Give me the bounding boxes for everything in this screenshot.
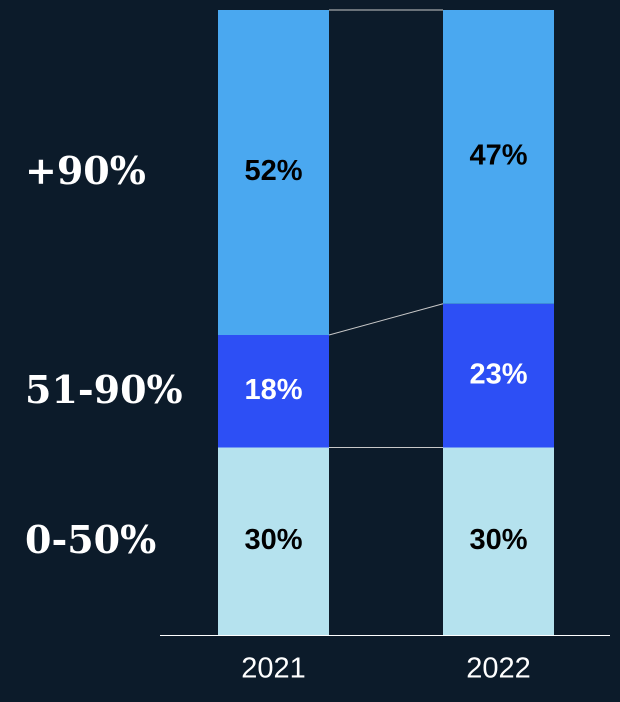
bar-segment [443, 10, 554, 304]
x-tick-label: 2021 [241, 653, 306, 685]
bar-segment [218, 335, 329, 448]
series-label: +90% [25, 148, 146, 193]
connector [328, 303, 444, 336]
bar-segment [218, 10, 329, 335]
value-label: 30% [469, 524, 527, 556]
bar-segment [218, 447, 329, 635]
value-label: 30% [244, 524, 302, 556]
value-label: 52% [244, 155, 302, 187]
series-label: 0-50% [25, 517, 156, 562]
x-tick-label: 2022 [466, 653, 531, 685]
series-label: 51-90% [25, 367, 183, 412]
bar-segment [443, 303, 554, 448]
value-label: 23% [469, 358, 527, 390]
bar-segment [443, 447, 554, 635]
value-label: 18% [244, 374, 302, 406]
value-label: 47% [469, 140, 527, 172]
